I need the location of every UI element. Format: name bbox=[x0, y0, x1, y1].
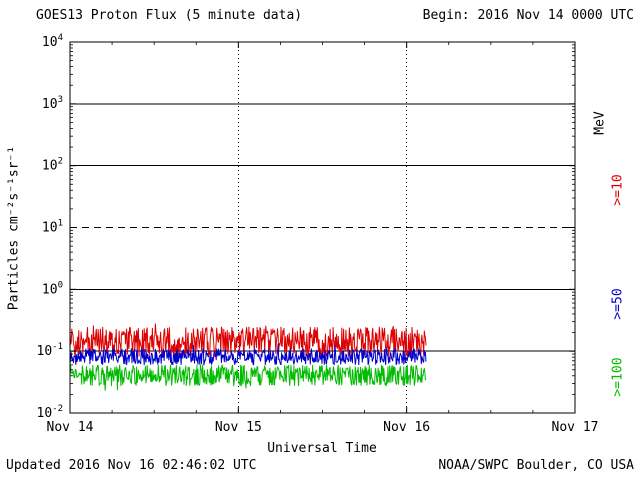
credit-label: NOAA/SWPC Boulder, CO USA bbox=[438, 458, 634, 473]
series-line-1 bbox=[69, 344, 427, 366]
chart-title: GOES13 Proton Flux (5 minute data) bbox=[36, 8, 303, 23]
legend-ge50: >=50 bbox=[610, 288, 626, 320]
y-tick-label: 103 bbox=[42, 95, 63, 112]
series-line-0 bbox=[69, 323, 427, 358]
x-tick-label: Nov 17 bbox=[552, 420, 599, 435]
begin-time-label: Begin: 2016 Nov 14 0000 UTC bbox=[422, 8, 634, 23]
x-axis-label: Universal Time bbox=[267, 441, 377, 456]
y-axis-label: Particles cm⁻²s⁻¹sr⁻¹ bbox=[6, 145, 22, 311]
y-tick-label: 102 bbox=[42, 157, 63, 174]
x-tick-label: Nov 15 bbox=[215, 420, 262, 435]
y-tick-label: 104 bbox=[42, 33, 63, 50]
x-tick-label: Nov 16 bbox=[383, 420, 430, 435]
series-line-2 bbox=[69, 364, 427, 391]
unit-label-mev: MeV bbox=[592, 111, 608, 135]
legend-ge10: >=10 bbox=[610, 174, 626, 206]
y-tick-label: 100 bbox=[42, 280, 63, 297]
x-tick-label: Nov 14 bbox=[47, 420, 94, 435]
y-tick-label: 10-1 bbox=[37, 342, 64, 359]
y-tick-label: 10-2 bbox=[37, 404, 64, 421]
y-tick-label: 101 bbox=[42, 219, 63, 236]
legend-ge100: >=100 bbox=[610, 357, 626, 397]
updated-timestamp: Updated 2016 Nov 16 02:46:02 UTC bbox=[6, 458, 257, 473]
